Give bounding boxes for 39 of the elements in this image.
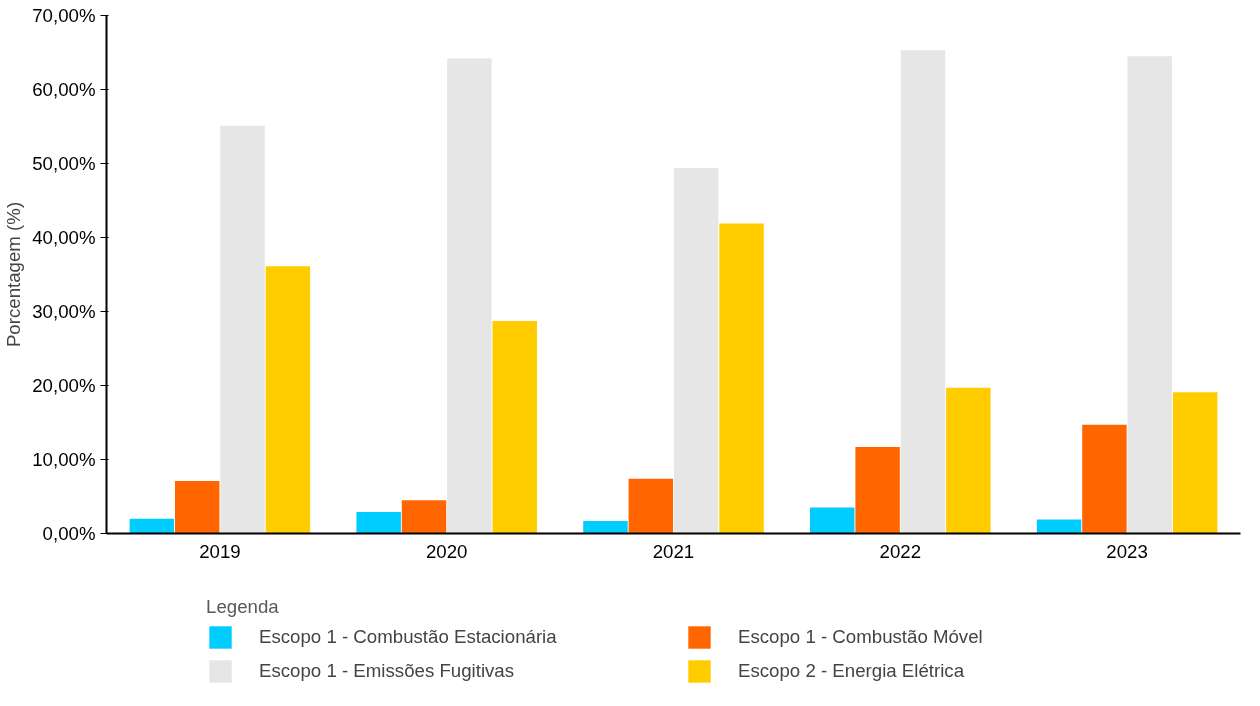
bar [946,387,991,534]
bar [220,125,265,534]
bar [265,266,311,534]
x-tick-label: 2022 [879,540,922,562]
bar [810,507,855,534]
bar [1127,56,1173,534]
y-tick-label: 20,00% [32,375,96,396]
y-tick-label: 10,00% [32,449,96,470]
y-tick-label: 60,00% [32,79,96,100]
bar [583,520,628,534]
x-tick-label: 2021 [652,540,695,562]
bar [1036,519,1082,534]
bar [174,480,220,534]
legend-label: Escopo 2 - Energia Elétrica [738,660,966,682]
bar [719,223,764,534]
y-tick-label: 0,00% [42,523,96,544]
legend-label: Escopo 1 - Emissões Fugitivas [259,660,516,682]
bar [900,50,946,534]
y-tick-label: 40,00% [32,227,96,248]
bar [1172,392,1218,534]
bar [1082,424,1127,534]
legend-label: Escopo 1 - Combustão Móvel [738,626,984,648]
x-tick-label: 2023 [1106,540,1148,562]
y-tick-label: 50,00% [32,153,96,174]
bar [129,518,175,534]
bar [628,478,674,534]
y-tick-label: 30,00% [32,301,96,322]
x-tick-label: 2019 [199,540,241,562]
y-axis-title: Porcentagem (%) [3,201,25,348]
bar [673,167,719,534]
bar [492,321,537,534]
x-tick-label: 2020 [425,540,468,562]
legend-title: Legenda [206,596,280,618]
bar [356,512,401,534]
bar [855,446,900,534]
bar [447,58,492,534]
y-tick-label: 70,00% [32,5,96,26]
bar [401,500,447,534]
legend-label: Escopo 1 - Combustão Estacionária [259,626,558,648]
